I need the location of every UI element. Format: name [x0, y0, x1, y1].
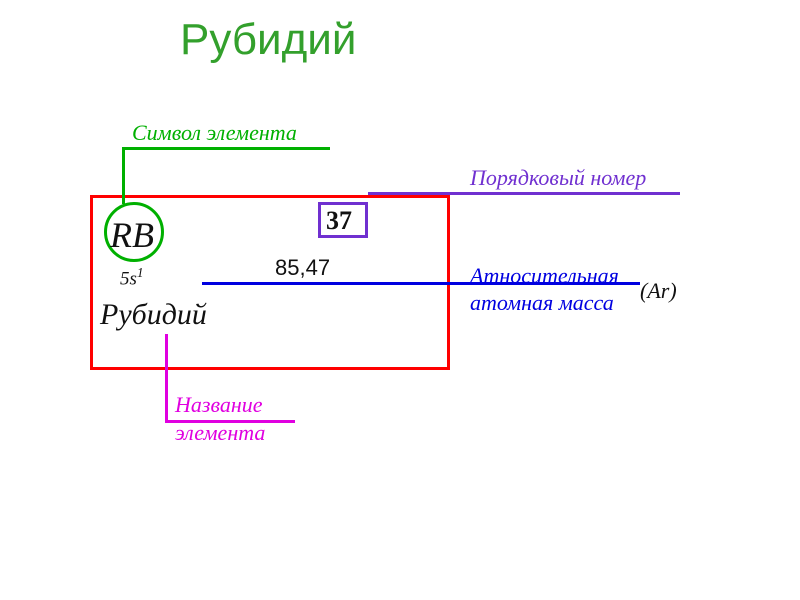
label-mass-line1: Атносительная [470, 263, 619, 289]
element-symbol: RB [110, 214, 154, 256]
connector-number-h [368, 192, 680, 195]
label-mass-ar: (Ar) [640, 278, 677, 304]
label-symbol: Символ элемента [132, 120, 297, 146]
econf-base: 5s [120, 268, 137, 289]
connector-symbol-v [122, 147, 125, 204]
label-name-line1: Название [175, 392, 263, 418]
atomic-number-value: 37 [326, 206, 352, 236]
diagram-stage: Рубидий RB 5s1 Рубидий 37 85,47 Символ э… [0, 0, 800, 600]
label-number: Порядковый номер [470, 165, 646, 191]
label-mass-line2: атомная масса [470, 290, 614, 316]
label-name-line2: элемента [175, 420, 265, 446]
atomic-mass-value: 85,47 [275, 255, 330, 281]
econf-sup: 1 [137, 265, 144, 280]
connector-name-v [165, 334, 168, 420]
electron-configuration: 5s1 [120, 265, 144, 290]
connector-symbol-h [122, 147, 330, 150]
element-name: Рубидий [100, 298, 207, 332]
page-title: Рубидий [180, 15, 356, 65]
